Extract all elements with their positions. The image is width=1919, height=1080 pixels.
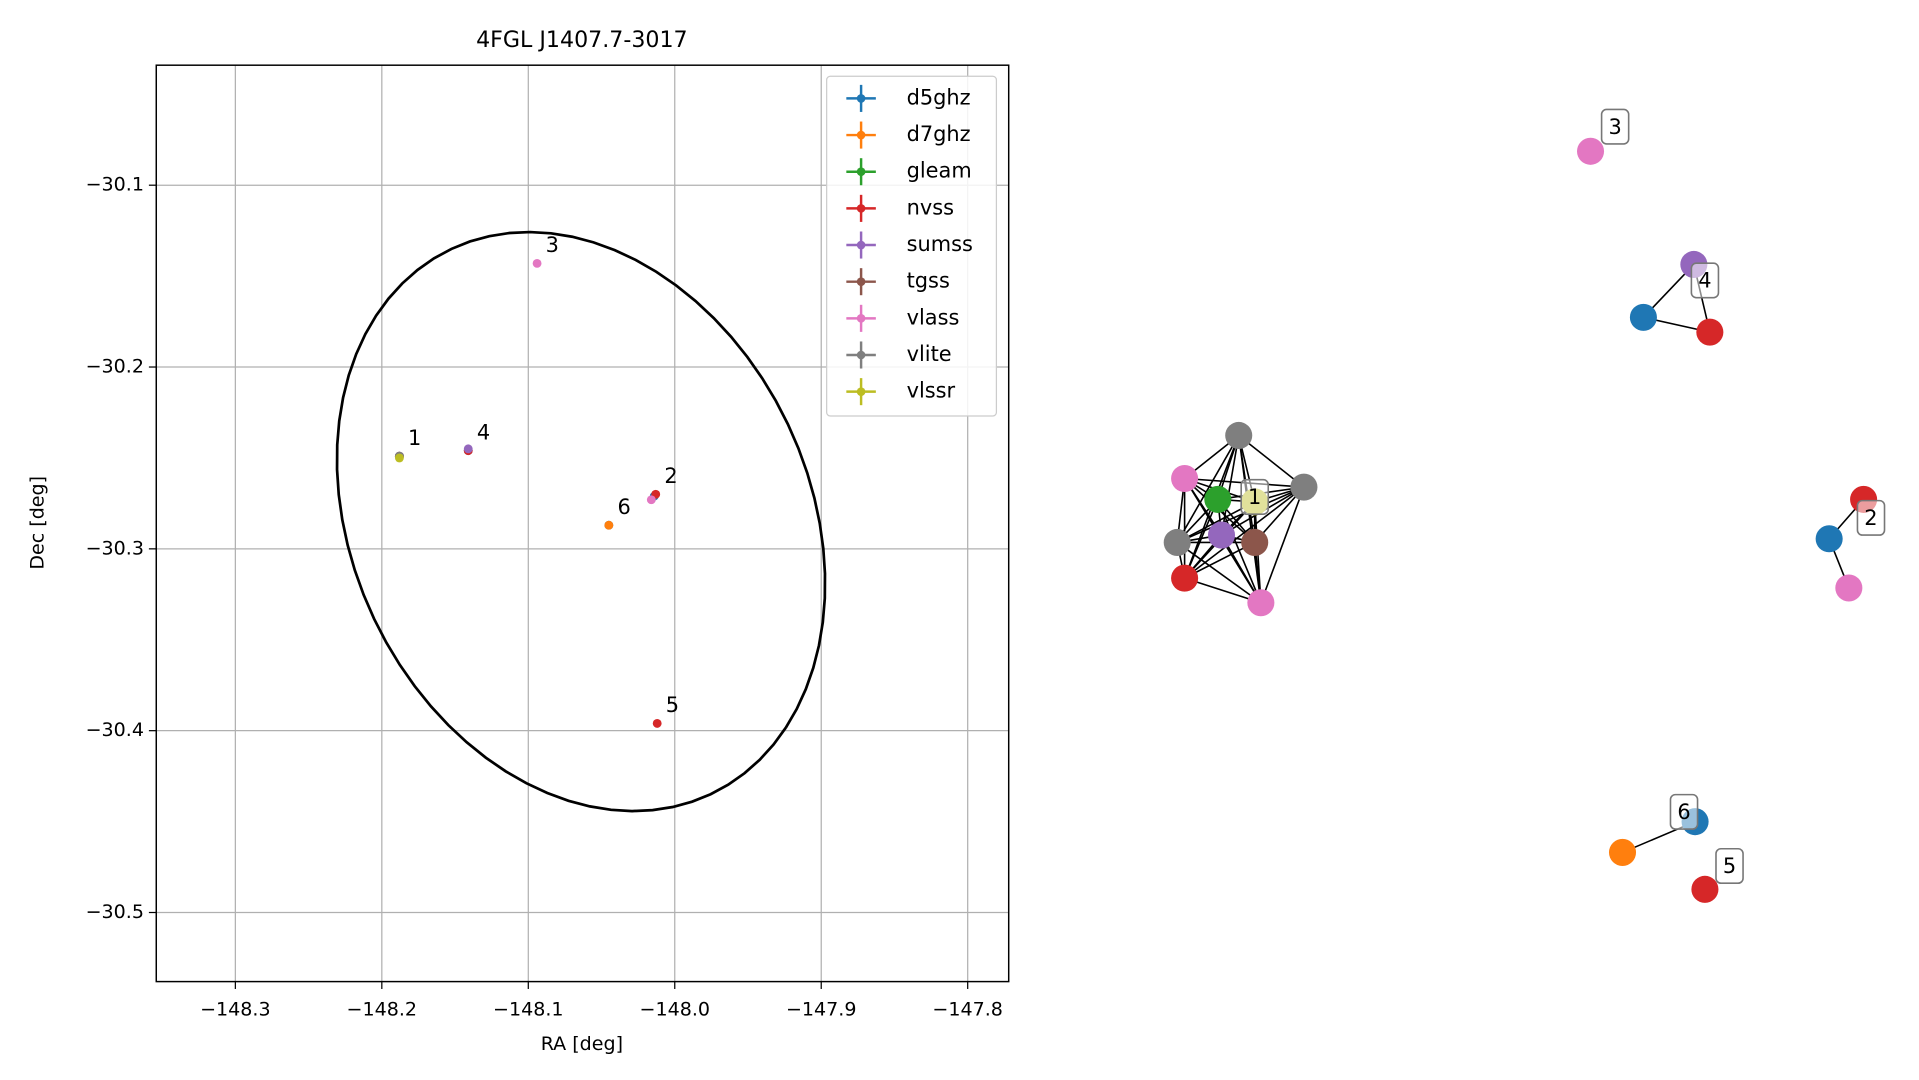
point [652,718,662,728]
node [1171,464,1199,493]
edge [1176,541,1262,604]
y-tick-label: −30.4 [86,719,144,741]
node [1691,875,1719,903]
edge [1176,486,1305,544]
y-axis-label: Dec [deg] [27,476,49,570]
node-label: 2 [1864,506,1877,530]
annotation: 5 [666,693,679,717]
edge [1238,434,1305,488]
node-label-box [1669,793,1699,830]
point [532,258,542,268]
x-axis-label: RA [deg] [541,1033,623,1055]
chart-title: 4FGL J1407.7-3017 [476,27,688,53]
node [1576,137,1605,165]
legend-marker [856,277,866,286]
node-label: 4 [1698,269,1711,293]
legend-label: vlite [907,342,952,366]
x-tick-label: −147.8 [932,998,1003,1020]
node [1204,485,1232,513]
legend-label: nvss [907,195,954,219]
legend-marker [856,167,866,177]
node [1835,574,1863,602]
legend-label: vlass [907,305,960,329]
node [1207,521,1236,549]
annotation: 1 [408,426,421,450]
x-tick-label: −147.9 [786,998,857,1020]
legend-marker [856,350,866,360]
x-tick-label: −148.3 [200,998,271,1020]
annotation: 2 [664,464,677,488]
x-tick-label: −148.2 [347,998,418,1020]
annotation: 6 [617,495,630,519]
node [1241,528,1269,556]
annotation: 4 [477,420,490,444]
point [646,495,656,505]
legend-label: vlssr [907,379,956,403]
node [1171,564,1199,592]
legend-marker [856,204,866,213]
legend-label: tgss [907,269,950,293]
edge [1260,486,1305,604]
node [1608,838,1637,866]
node [1696,318,1724,346]
node-label: 6 [1677,800,1690,824]
y-tick-label: −30.5 [86,901,144,923]
node [1629,303,1657,331]
legend-label: d5ghz [907,85,971,109]
point [463,444,473,454]
legend-label: d7ghz [907,122,971,146]
x-tick-label: −148.1 [493,998,564,1020]
point [394,453,404,463]
legend-marker [856,130,866,140]
y-tick-label: −30.2 [86,356,144,378]
node [1815,525,1843,553]
x-tick-label: −148.0 [640,998,711,1020]
node-label-box [1600,108,1630,145]
legend-box [826,75,998,417]
error-ellipse [335,230,827,813]
y-tick-label: −30.3 [86,537,144,559]
y-tick-label: −30.1 [86,174,144,196]
legend-marker [856,314,866,323]
annotation: 3 [546,233,559,257]
legend-marker [856,94,866,103]
node-label-box [1240,478,1270,515]
legend-marker [856,387,866,396]
axes-frame [155,64,1010,983]
node [1163,528,1191,556]
node-label: 1 [1248,485,1261,509]
node-label-box [1690,262,1720,299]
legend-label: sumss [907,232,973,256]
node-label: 5 [1723,854,1736,878]
node-label-box [1856,499,1886,536]
edge [1176,435,1240,543]
node [1247,589,1275,617]
node [1225,421,1253,449]
node [1290,473,1318,501]
legend-marker [856,240,866,250]
legend-label: gleam [907,159,972,183]
node-label: 3 [1608,115,1621,139]
point [604,520,614,530]
node-label-box [1715,847,1744,884]
